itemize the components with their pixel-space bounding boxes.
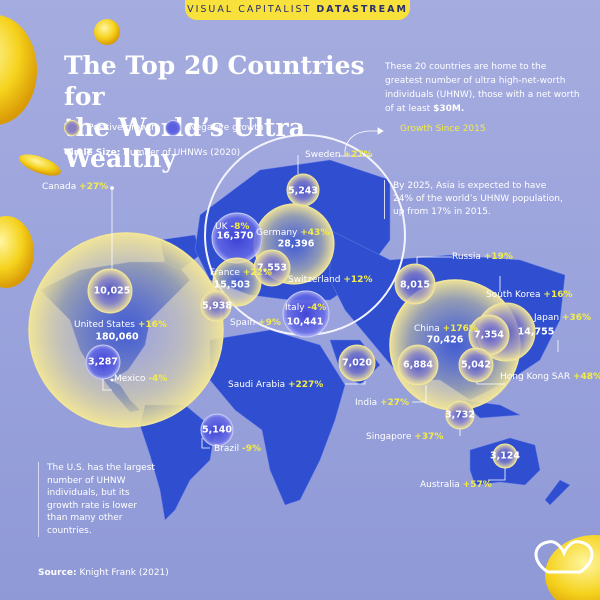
value-south-korea: 7,354 — [473, 329, 505, 341]
circle-size-note: Circle Size: Number of UHNWs (2020) — [64, 148, 241, 158]
label-australia: Australia +57% — [420, 480, 492, 490]
legend: Positive growth Negative growth — [64, 120, 263, 136]
value-uk: 16,370 — [216, 230, 254, 242]
bubbles — [28, 173, 536, 469]
label-switzerland: Switzerland +12% — [288, 275, 373, 285]
asia-annotation: By 2025, Asia is expected to have 24% of… — [384, 180, 563, 219]
value-canada: 10,025 — [93, 285, 131, 297]
value-saudi-arabia: 7,020 — [341, 357, 373, 369]
growth-since-note: Growth Since 2015 — [400, 124, 486, 134]
label-canada: Canada +27% — [42, 182, 109, 192]
label-singapore: Singapore +37% — [366, 432, 444, 442]
label-sweden: Sweden +27% — [305, 150, 373, 160]
legend-negative-label: Negative growth — [188, 123, 264, 133]
value-australia: 3,124 — [489, 450, 521, 462]
label-mexico: Mexico -4% — [114, 374, 168, 384]
positive-growth-swatch — [64, 120, 80, 136]
brand-name: VISUAL CAPITALIST — [187, 4, 312, 15]
value-japan: 14,755 — [517, 326, 555, 338]
value-mexico: 3,287 — [87, 356, 119, 368]
label-brazil: Brazil -9% — [214, 444, 262, 454]
value-china: 70,426 — [426, 334, 464, 346]
label-france: France +22% — [210, 268, 272, 278]
value-hong-kong: 5,042 — [460, 359, 492, 371]
label-hong-kong: Hong Kong SAR +48% — [500, 372, 600, 382]
value-spain: 5,938 — [201, 300, 233, 312]
value-united-states: 180,060 — [95, 331, 139, 343]
value-sweden: 5,243 — [287, 185, 319, 197]
label-italy: Italy -4% — [285, 303, 327, 313]
value-germany: 28,396 — [277, 238, 315, 250]
value-france: 15,503 — [213, 279, 251, 291]
label-germany: Germany +43% — [256, 228, 330, 238]
label-south-korea: South Korea +16% — [486, 290, 573, 300]
coin-decorations — [0, 15, 600, 600]
intro-text: These 20 countries are home to the great… — [385, 62, 580, 114]
label-india: India +27% — [355, 398, 410, 408]
value-russia: 8,015 — [399, 279, 431, 291]
label-japan: Japan +36% — [534, 313, 592, 323]
label-china: China +176% — [414, 324, 478, 334]
label-uk: UK -8% — [215, 222, 250, 232]
value-brazil: 5,140 — [201, 424, 233, 436]
us-annotation: The U.S. has the largest number of UHNW … — [38, 462, 157, 537]
negative-growth-swatch — [164, 120, 181, 136]
visual-capitalist-logo — [534, 540, 594, 574]
leader-lines — [102, 127, 559, 481]
value-italy: 10,441 — [286, 316, 324, 328]
label-united-states: United States +16% — [74, 320, 167, 330]
page-title: The Top 20 Countries for the World’s Ult… — [64, 51, 365, 173]
source-note: Source: Knight Frank (2021) — [38, 568, 169, 578]
legend-positive-label: Positive growth — [88, 123, 157, 133]
label-saudi-arabia: Saudi Arabia +227% — [228, 380, 324, 390]
brand-banner: VISUAL CAPITALIST DATASTREAM — [185, 0, 410, 20]
value-singapore: 3,732 — [444, 409, 476, 421]
label-russia: Russia +19% — [452, 252, 513, 262]
brand-product: DATASTREAM — [316, 4, 408, 15]
label-spain: Spain +9% — [230, 318, 281, 328]
value-switzerland: 7,553 — [256, 262, 288, 274]
value-india: 6,884 — [402, 359, 434, 371]
